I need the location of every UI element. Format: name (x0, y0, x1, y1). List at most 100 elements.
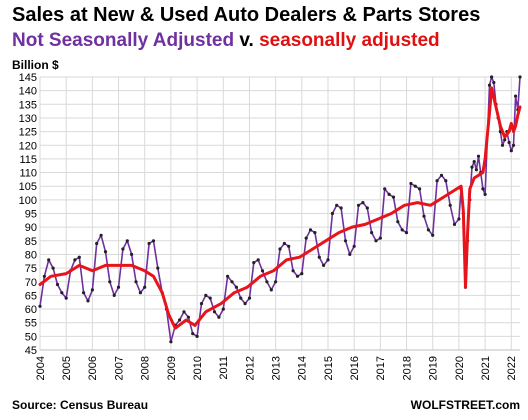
y-tick-label: 70 (25, 277, 37, 289)
x-tick-label: 2021 (480, 356, 492, 380)
nsa-data-point (130, 252, 134, 256)
nsa-data-point (413, 184, 417, 188)
x-axis-ticks: 2004 2005 2006 2007 2008 2009 2010 2011 2012 2013… (35, 356, 518, 380)
nsa-data-point (476, 154, 481, 158)
nsa-data-point (282, 241, 286, 246)
nsa-data-point (77, 255, 81, 259)
y-tick-label: 45 (25, 345, 37, 357)
x-tick-label: 2010 (192, 356, 204, 380)
nsa-data-point (108, 280, 112, 284)
nsa-data-point (300, 272, 304, 276)
nsa-data-point (73, 258, 77, 262)
nsa-data-point (396, 220, 400, 224)
nsa-data-point (143, 285, 147, 289)
nsa-data-point (147, 241, 151, 246)
x-tick-label: 2019 (428, 356, 440, 380)
nsa-data-point (112, 293, 116, 297)
x-tick-label: 2017 (375, 356, 387, 380)
nsa-data-point (230, 280, 234, 284)
nsa-data-point (383, 187, 387, 191)
nsa-data-point (481, 187, 485, 191)
y-tick-label: 75 (25, 263, 37, 275)
y-tick-label: 110 (19, 168, 37, 180)
x-tick-label: 2013 (270, 356, 282, 380)
nsa-data-point (260, 269, 265, 273)
y-tick-label: 120 (19, 140, 37, 152)
nsa-data-point (178, 318, 182, 322)
nsa-data-point (500, 143, 505, 147)
nsa-data-point (116, 285, 121, 289)
nsa-data-point (514, 94, 518, 98)
nsa-data-point (304, 236, 308, 240)
y-tick-label: 90 (25, 222, 37, 234)
nsa-data-point (330, 211, 334, 216)
y-tick-label: 130 (19, 113, 37, 125)
x-tick-label: 2014 (297, 356, 309, 380)
nsa-data-point (457, 217, 461, 221)
nsa-data-point (151, 239, 156, 243)
nsa-data-point (156, 266, 160, 270)
nsa-data-point (487, 83, 492, 87)
x-tick-label: 2018 (401, 356, 413, 380)
x-tick-label: 2012 (244, 356, 256, 380)
nsa-data-point (444, 179, 448, 183)
nsa-data-point (226, 274, 230, 278)
chart-title: Sales at New & Used Auto Dealers & Parts… (12, 4, 481, 26)
nsa-data-point (199, 302, 204, 306)
y-tick-label: 140 (19, 86, 37, 98)
nsa-data-point (507, 140, 511, 145)
nsa-data-point (435, 179, 439, 183)
nsa-data-point (212, 310, 217, 314)
nsa-data-point (339, 206, 343, 210)
y-tick-label: 115 (19, 154, 37, 166)
nsa-data-point (422, 214, 426, 218)
subtitle-nsa-label: Not Seasonally Adjusted (12, 30, 235, 51)
y-tick-label: 60 (25, 304, 37, 316)
nsa-data-point (490, 75, 494, 79)
nsa-data-point (472, 160, 476, 164)
x-tick-label: 2005 (61, 356, 73, 380)
y-axis-unit-label: Billion $ (12, 58, 59, 72)
nsa-data-point (483, 192, 487, 196)
x-tick-label: 2004 (35, 356, 47, 380)
nsa-data-point (356, 203, 361, 207)
nsa-data-point (378, 236, 382, 240)
nsa-data-point (221, 307, 225, 311)
x-tick-label: 2011 (218, 356, 230, 380)
nsa-data-point (186, 315, 190, 319)
nsa-data-point (365, 206, 369, 210)
nsa-data-point (391, 195, 396, 199)
nsa-data-point (439, 173, 444, 177)
y-tick-label: 105 (19, 181, 37, 193)
x-tick-label: 2009 (166, 356, 178, 380)
nsa-data-point (509, 149, 513, 153)
nsa-data-point (138, 291, 142, 295)
nsa-data-point (42, 274, 47, 278)
nsa-data-point (256, 258, 260, 262)
nsa-data-point (182, 310, 186, 314)
nsa-data-point (431, 233, 435, 237)
nsa-data-point (370, 231, 374, 235)
nsa-data-point (99, 233, 103, 237)
nsa-data-point (518, 75, 522, 79)
nsa-data-point (448, 203, 452, 207)
nsa-data-point (274, 280, 278, 284)
nsa-data-point (511, 143, 516, 147)
nsa-data-point (308, 228, 313, 232)
nsa-data-point (169, 340, 173, 344)
nsa-data-point (343, 239, 348, 243)
nsa-data-point (208, 296, 212, 300)
nsa-data-point (195, 334, 199, 338)
nsa-data-point (269, 288, 273, 292)
y-tick-label: 135 (19, 99, 37, 111)
nsa-data-point (47, 258, 51, 262)
x-tick-label: 2016 (349, 356, 361, 380)
nsa-data-point (204, 293, 208, 297)
nsa-data-point (234, 285, 238, 289)
nsa-data-point (38, 304, 42, 308)
x-tick-label: 2022 (506, 356, 518, 380)
x-tick-label: 2015 (323, 356, 335, 380)
nsa-data-point (125, 239, 129, 243)
nsa-data-point (452, 222, 457, 226)
nsa-data-point (239, 296, 243, 300)
